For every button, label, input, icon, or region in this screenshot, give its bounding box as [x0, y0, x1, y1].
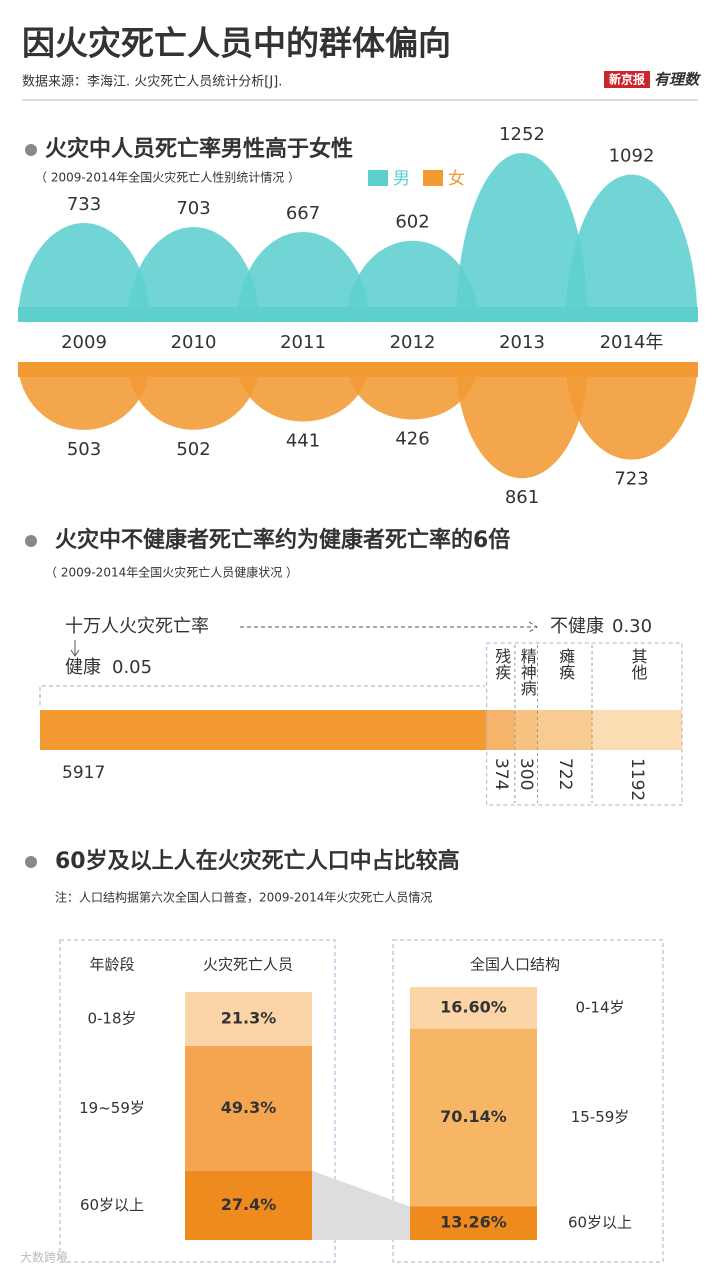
- bubble: [456, 152, 588, 322]
- bubble: [237, 231, 369, 322]
- value-label: 300: [516, 758, 536, 790]
- group-name: 火灾死亡人员: [203, 956, 293, 974]
- column-segment: [410, 987, 537, 1029]
- year-label: 2013: [499, 332, 545, 353]
- value-label: 861: [505, 487, 539, 508]
- value-label: 1192: [627, 758, 647, 801]
- bubble: [565, 362, 698, 460]
- group-name: 全国人口结构: [470, 956, 560, 974]
- brand-box: [604, 71, 650, 88]
- source: 数据来源：李海江. 火灾死亡人员统计分析[J].: [22, 74, 282, 90]
- axis-label: 年龄段: [89, 956, 134, 974]
- column-segment: [185, 1045, 312, 1171]
- bullet: [25, 856, 37, 868]
- year-label: 2009: [61, 332, 107, 353]
- value-label: 5917: [62, 763, 105, 783]
- column-segment: [185, 992, 312, 1046]
- value-label: 503: [67, 439, 101, 460]
- category-label: 15-59岁: [571, 1108, 630, 1126]
- brand-column: 有理数: [654, 71, 702, 89]
- bubble: [18, 223, 150, 322]
- category-label: 19~59岁: [79, 1099, 145, 1117]
- category-label: 精神病: [518, 648, 537, 697]
- category-label: 0-14岁: [575, 998, 624, 1016]
- year-label: 2012: [390, 332, 436, 353]
- legend-swatch: [368, 170, 388, 186]
- legend-swatch: [423, 170, 443, 186]
- watermark: 大数跨境: [20, 1250, 68, 1265]
- value-label: 16.60%: [440, 997, 507, 1016]
- bar-segment: [486, 710, 515, 750]
- category-label: 其他: [629, 648, 648, 681]
- section-title: 60岁及以上人在火灾死亡人口中占比较高: [55, 848, 460, 874]
- group-box: [392, 939, 664, 1263]
- bubble: [565, 174, 698, 322]
- bubble: [346, 362, 479, 420]
- value-label: 1092: [609, 146, 655, 167]
- year-label: 2011: [280, 332, 326, 353]
- value-label: 374: [491, 758, 511, 790]
- category-label: 0-18岁: [87, 1010, 136, 1028]
- section-subtitle: （ 2009-2014年全国火灾死亡人员健康状况 ）: [45, 565, 298, 580]
- dashed-box: [486, 642, 683, 806]
- value-label: 49.3%: [221, 1098, 277, 1117]
- bubble: [127, 227, 260, 322]
- legend-label: 女: [448, 169, 465, 189]
- rate-arrow: [240, 621, 538, 633]
- value-label: 1252: [499, 124, 545, 145]
- bubble: [18, 362, 150, 430]
- group-box: [59, 939, 336, 1263]
- section-subtitle: （ 2009-2014年全国火灾死亡人性别统计情况 ）: [35, 170, 300, 185]
- dashed-box: [39, 685, 485, 705]
- category-label: 瘫痪: [556, 648, 575, 680]
- value-label: 602: [395, 212, 429, 233]
- column-segment: [185, 1170, 312, 1240]
- value-label: 13.26%: [440, 1213, 507, 1232]
- rate-value: 0.05: [112, 657, 152, 678]
- value-label: 733: [67, 194, 101, 215]
- value-label: 441: [286, 431, 320, 452]
- value-label: 21.3%: [221, 1009, 277, 1028]
- bubble: [237, 362, 369, 422]
- bubble: [456, 362, 588, 479]
- section-title: 火灾中不健康者死亡率约为健康者死亡率的6倍: [55, 527, 510, 553]
- value-label: 723: [614, 469, 648, 490]
- category-label: 残疾: [492, 648, 511, 680]
- year-label: 2010: [171, 332, 217, 353]
- value-label: 27.4%: [221, 1195, 277, 1214]
- bar-segment: [537, 710, 593, 750]
- brand-name: 新京报: [609, 72, 645, 87]
- section-title: 火灾中人员死亡率男性高于女性: [45, 136, 353, 162]
- value-label: 722: [555, 758, 575, 790]
- category-label: 60岁以上: [568, 1214, 632, 1232]
- legend-label: 男: [393, 169, 410, 189]
- rate-value: 0.30: [612, 616, 652, 637]
- rate-label: 十万人火灾死亡率: [65, 616, 209, 637]
- rate-arrow: [70, 640, 80, 657]
- value-label: 70.14%: [440, 1107, 507, 1126]
- bar-segment: [514, 710, 538, 750]
- column-segment: [410, 1206, 537, 1240]
- value-label: 426: [395, 429, 429, 450]
- bar-segment: [40, 710, 487, 750]
- page-title: 因火灾死亡人员中的群体偏向: [22, 24, 451, 63]
- category-label: 60岁以上: [80, 1196, 144, 1214]
- value-label: 502: [176, 439, 210, 460]
- bubble: [127, 362, 260, 430]
- value-label: 667: [286, 203, 320, 224]
- connector: [312, 1170, 410, 1240]
- rate-category: 不健康: [550, 616, 604, 637]
- section-note: 注：人口结构据第六次全国人口普查，2009-2014年火灾死亡人员情况: [55, 890, 432, 905]
- column-segment: [410, 1028, 537, 1207]
- bar-segment: [592, 710, 682, 750]
- bubble: [346, 240, 479, 322]
- year-label: 2014年: [600, 332, 664, 353]
- bullet: [25, 144, 37, 156]
- rate-category: 健康: [65, 657, 101, 678]
- value-label: 703: [176, 198, 210, 219]
- bullet: [25, 535, 37, 547]
